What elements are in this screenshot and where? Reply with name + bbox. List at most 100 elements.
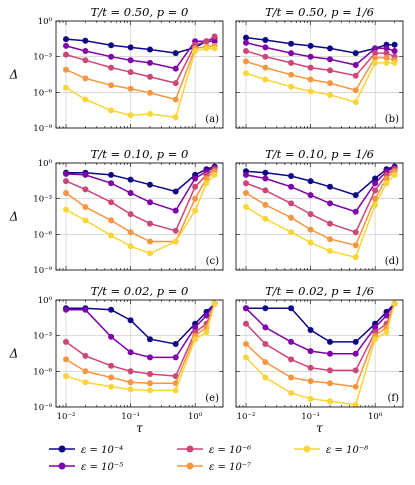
data-point: [288, 173, 295, 179]
data-point: [352, 87, 359, 94]
data-point: [383, 59, 390, 66]
series-line-8: [245, 303, 396, 406]
data-point: [307, 378, 314, 385]
data-point: [307, 348, 314, 355]
series-line-8: [65, 47, 215, 119]
data-point: [288, 59, 295, 66]
series-group: [63, 33, 218, 121]
data-point: [327, 350, 333, 357]
series-group: [243, 163, 398, 261]
y-axis-label: Δ: [9, 210, 19, 224]
data-point: [243, 354, 249, 361]
data-point: [262, 305, 269, 312]
data-point: [307, 211, 314, 218]
data-point: [172, 114, 179, 121]
data-point: [243, 305, 249, 312]
y-tick-label: 10⁰: [38, 17, 53, 27]
panel-title: T/t = 0.02, p = 1/6: [265, 284, 374, 298]
data-point: [203, 175, 210, 182]
data-point: [172, 227, 179, 234]
data-point: [172, 354, 179, 361]
data-point: [147, 199, 153, 206]
axes-frame: [235, 162, 404, 271]
data-point: [307, 364, 314, 371]
data-point: [127, 57, 134, 64]
data-point: [172, 65, 179, 72]
data-point: [108, 53, 115, 60]
data-point: [192, 175, 199, 182]
data-point: [352, 72, 359, 79]
panel-c: T/t = 0.10, p = 0 (c) 10⁻⁹ 10⁻⁶ 10⁻³ 10⁰ Δ: [9, 147, 224, 276]
data-point: [288, 83, 295, 90]
data-point: [243, 48, 249, 54]
data-point: [63, 206, 69, 213]
data-point: [352, 50, 359, 57]
data-point: [203, 312, 210, 319]
y-tick-label: 10⁻⁹: [33, 403, 52, 413]
data-point: [147, 354, 153, 361]
axes-frame: [55, 20, 224, 129]
data-point: [108, 306, 115, 313]
x-tick-label: 10⁻¹: [301, 412, 320, 422]
data-point: [108, 232, 115, 239]
y-tick-label: 10⁻³: [33, 53, 52, 63]
panel-label: (a): [205, 114, 219, 125]
legend-marker: [303, 445, 311, 453]
x-axis-label: τ: [136, 421, 143, 435]
data-point: [352, 192, 359, 199]
data-point: [372, 45, 379, 52]
data-point: [352, 62, 359, 68]
data-point: [192, 48, 199, 54]
data-point: [211, 300, 218, 307]
data-point: [108, 199, 115, 206]
series-group: [63, 163, 218, 257]
data-point: [203, 45, 210, 52]
data-point: [108, 82, 115, 89]
data-point: [147, 336, 153, 343]
legend-label: ε = 10⁻⁶: [209, 445, 251, 456]
data-point: [63, 51, 69, 58]
data-point: [211, 38, 218, 45]
data-point: [63, 42, 69, 49]
data-point: [262, 187, 269, 194]
data-point: [352, 383, 359, 390]
data-point: [211, 33, 218, 40]
panel-b: T/t = 0.50, p = 1/6 (b): [235, 5, 404, 129]
data-point: [108, 333, 115, 340]
data-point: [127, 69, 134, 76]
data-point: [327, 367, 333, 374]
y-tick-label: 10⁻⁶: [33, 367, 52, 377]
data-point: [288, 374, 295, 381]
data-point: [63, 178, 69, 185]
y-tick-label: 10⁻⁶: [33, 88, 52, 98]
data-point: [147, 250, 153, 257]
data-point: [327, 380, 333, 387]
data-point: [172, 341, 179, 347]
data-point: [82, 171, 89, 178]
data-point: [243, 341, 249, 347]
axes-frame: [235, 20, 404, 129]
y-tick-label: 10⁰: [38, 159, 53, 169]
data-point: [262, 324, 269, 331]
data-point: [307, 53, 314, 60]
data-point: [127, 349, 134, 356]
data-point: [127, 190, 134, 196]
data-point: [192, 336, 199, 343]
data-point: [327, 92, 333, 98]
panel-e: T/t = 0.02, p = 0 (e) 10⁻⁹ 10⁻⁶ 10⁻³ 10⁰ Δ 10⁻²…: [9, 284, 224, 435]
data-point: [147, 387, 153, 394]
data-point: [352, 99, 359, 106]
data-point: [307, 395, 314, 402]
panel-title: T/t = 0.10, p = 0: [91, 147, 189, 161]
legend-label: ε = 10⁻⁵: [81, 462, 123, 473]
data-point: [108, 42, 115, 49]
data-point: [82, 96, 89, 103]
data-point: [262, 169, 269, 176]
data-point: [372, 336, 379, 343]
data-point: [243, 58, 249, 65]
data-point: [108, 217, 115, 224]
data-point: [352, 367, 359, 374]
data-point: [307, 226, 314, 233]
data-point: [127, 229, 134, 236]
data-point: [147, 46, 153, 53]
